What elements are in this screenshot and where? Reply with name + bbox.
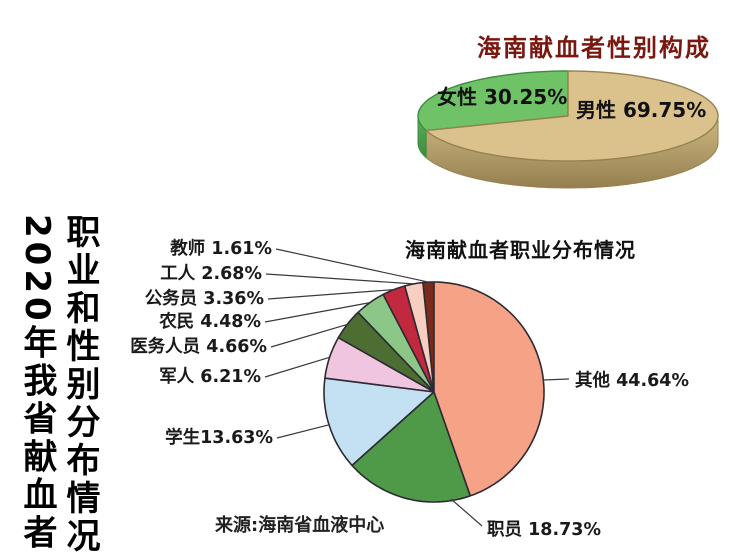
slice-label-military-personnel: 军人 6.21% [159,367,261,387]
slice-label-worker: 工人 2.68% [160,264,262,284]
occupation-pie-slice-student [323,377,435,467]
leader-line-farmer [264,302,371,323]
slice-label-medical-staff: 医务人员 4.66% [130,337,267,357]
gender-pie-slice-male [425,70,719,162]
slice-label-student: 学生13.63% [165,428,273,448]
slice-label-other: 其他 44.64% [575,371,689,391]
slice-label-civil-servant: 公务员 3.36% [144,289,264,309]
slice-label-male: 男性 69.75% [576,98,707,122]
occupation-pie-slice-military-personnel [324,336,435,393]
gender-pie-slice-female [417,70,569,132]
leader-line-teacher [275,248,429,283]
slice-label-female: 女性 30.25% [437,85,568,109]
source-note: 来源:海南省血液中心 [215,515,385,536]
occupation-chart-title: 海南献血者职业分布情况 [405,238,636,262]
occupation-pie-slice-other [433,281,545,497]
gender-chart-title: 海南献血者性别构成 [477,34,711,62]
leader-line-military-personnel [264,356,330,378]
occupation-pie-slice-medical-staff [337,311,435,393]
leader-line-civil-servant [267,289,394,300]
headline-line1: 2020年我省献血者 [17,214,57,553]
slice-label-teacher: 教师 1.61% [170,239,272,259]
headline-line2: 职业和性别分布情况 [60,214,100,556]
leader-line-worker [265,273,414,285]
leader-line-office-worker [450,498,483,527]
leader-line-other [542,378,570,381]
leader-line-student [276,424,330,439]
slice-label-farmer: 农民 4.48% [159,312,261,332]
leader-line-medical-staff [270,323,348,348]
slice-label-office-worker: 职员 18.73% [487,520,601,540]
